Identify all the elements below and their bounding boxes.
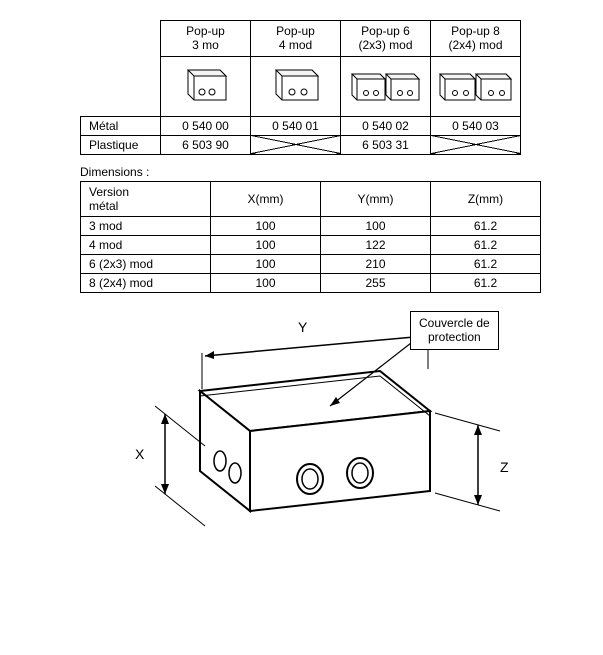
dimensions-header-left: Version métal bbox=[81, 181, 211, 216]
dimensions-row: 3 mod 100 100 61.2 bbox=[81, 216, 541, 235]
product-header-l2: (2x3) mod bbox=[358, 38, 412, 52]
dimensions-table: Version métal X(mm) Y(mm) Z(mm) 3 mod 10… bbox=[80, 181, 541, 293]
products-icon-row bbox=[81, 56, 521, 116]
callout-l1: Couvercle de bbox=[419, 316, 490, 330]
y-label: Y bbox=[298, 319, 307, 335]
products-row: Métal 0 540 00 0 540 01 0 540 02 0 540 0… bbox=[81, 116, 521, 135]
dimensions-row: 6 (2x3) mod 100 210 61.2 bbox=[81, 254, 541, 273]
products-header-row: Pop-up 3 mo Pop-up 4 mod Pop-up 6 (2x3) … bbox=[81, 21, 521, 57]
product-icon-cell bbox=[431, 56, 521, 116]
dim-row-label: 3 mod bbox=[81, 216, 211, 235]
dim-header-l2: métal bbox=[89, 199, 118, 213]
product-ref: 0 540 01 bbox=[251, 116, 341, 135]
dim-cell: 100 bbox=[211, 254, 321, 273]
product-icon-cell bbox=[161, 56, 251, 116]
product-header-l1: Pop-up 8 bbox=[451, 24, 500, 38]
dim-cell: 100 bbox=[211, 235, 321, 254]
dim-col-header: Z(mm) bbox=[431, 181, 541, 216]
product-header: Pop-up 3 mo bbox=[161, 21, 251, 57]
isometric-diagram: Y X Z Couvercle de protection bbox=[80, 301, 560, 581]
product-header-l2: 4 mod bbox=[279, 38, 312, 52]
product-icon-cell bbox=[251, 56, 341, 116]
dim-cell: 122 bbox=[321, 235, 431, 254]
product-header-l1: Pop-up bbox=[276, 24, 315, 38]
product-header-l1: Pop-up 6 bbox=[361, 24, 410, 38]
dim-row-label: 4 mod bbox=[81, 235, 211, 254]
dim-cell: 61.2 bbox=[431, 273, 541, 292]
callout-box: Couvercle de protection bbox=[410, 311, 499, 350]
product-ref: 0 540 00 bbox=[161, 116, 251, 135]
dim-col-header: Y(mm) bbox=[321, 181, 431, 216]
product-ref-na bbox=[251, 135, 341, 154]
dim-row-label: 8 (2x4) mod bbox=[81, 273, 211, 292]
product-header-l2: (2x4) mod bbox=[448, 38, 502, 52]
dim-cell: 61.2 bbox=[431, 254, 541, 273]
popup-double-box-icon bbox=[346, 62, 426, 107]
product-ref: 0 540 02 bbox=[341, 116, 431, 135]
dim-cell: 255 bbox=[321, 273, 431, 292]
row-label: Plastique bbox=[81, 135, 161, 154]
dimensions-row: 4 mod 100 122 61.2 bbox=[81, 235, 541, 254]
dim-cell: 61.2 bbox=[431, 235, 541, 254]
popup-box-icon bbox=[176, 62, 236, 107]
dim-cell: 100 bbox=[211, 273, 321, 292]
z-label: Z bbox=[500, 459, 509, 475]
callout-l2: protection bbox=[428, 330, 481, 344]
products-table: Pop-up 3 mo Pop-up 4 mod Pop-up 6 (2x3) … bbox=[80, 20, 521, 155]
row-label: Métal bbox=[81, 116, 161, 135]
dim-cell: 61.2 bbox=[431, 216, 541, 235]
product-header-l1: Pop-up bbox=[186, 24, 225, 38]
dim-cell: 100 bbox=[321, 216, 431, 235]
dimensions-row: 8 (2x4) mod 100 255 61.2 bbox=[81, 273, 541, 292]
dim-cell: 210 bbox=[321, 254, 431, 273]
dim-cell: 100 bbox=[211, 216, 321, 235]
dim-col-header: X(mm) bbox=[211, 181, 321, 216]
product-header-l2: 3 mo bbox=[192, 38, 219, 52]
popup-box-icon bbox=[266, 62, 326, 107]
product-ref-na bbox=[431, 135, 521, 154]
x-label: X bbox=[135, 446, 144, 462]
product-header: Pop-up 6 (2x3) mod bbox=[341, 21, 431, 57]
product-ref: 6 503 31 bbox=[341, 135, 431, 154]
product-icon-cell bbox=[341, 56, 431, 116]
dimensions-header-row: Version métal X(mm) Y(mm) Z(mm) bbox=[81, 181, 541, 216]
dimensions-title: Dimensions : bbox=[80, 165, 583, 179]
popup-double-box-icon bbox=[436, 62, 516, 107]
dim-row-label: 6 (2x3) mod bbox=[81, 254, 211, 273]
product-header: Pop-up 4 mod bbox=[251, 21, 341, 57]
products-row: Plastique 6 503 90 6 503 31 bbox=[81, 135, 521, 154]
product-ref: 6 503 90 bbox=[161, 135, 251, 154]
product-ref: 0 540 03 bbox=[431, 116, 521, 135]
dim-header-l1: Version bbox=[89, 185, 129, 199]
product-header: Pop-up 8 (2x4) mod bbox=[431, 21, 521, 57]
